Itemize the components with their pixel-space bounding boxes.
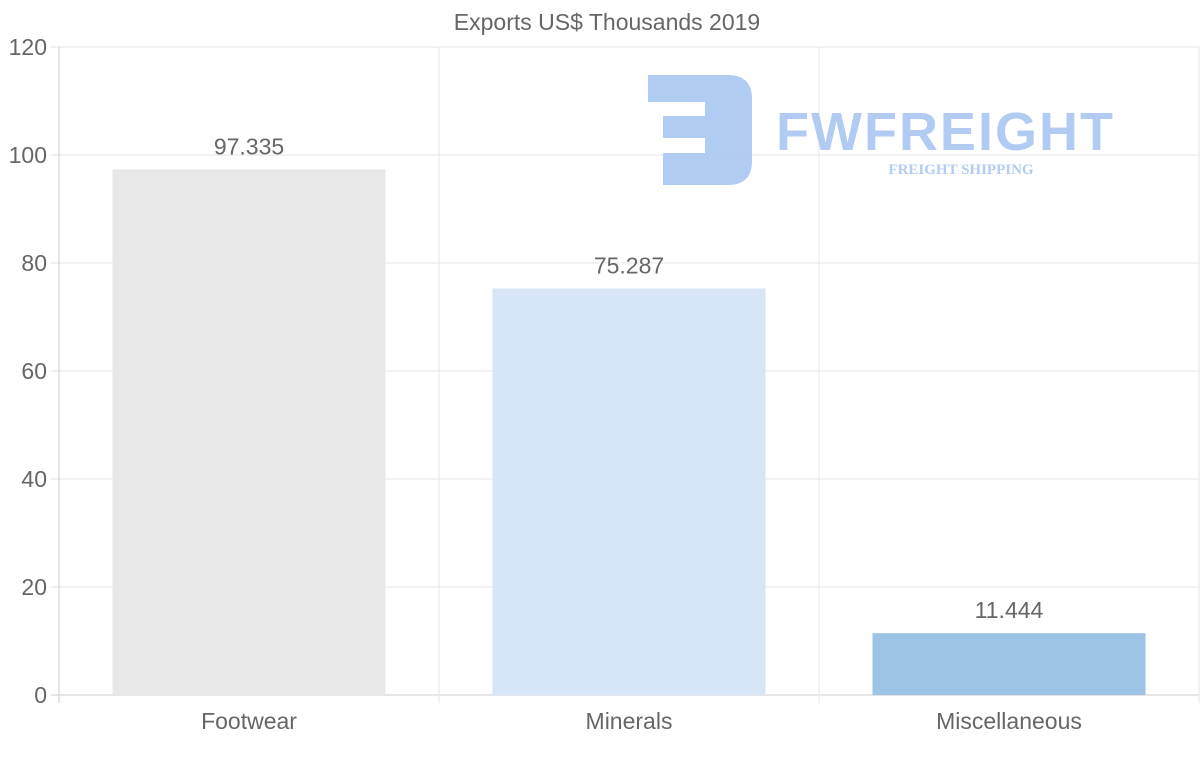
bar-minerals (492, 288, 766, 695)
data-label: 75.287 (594, 252, 664, 278)
data-label: 97.335 (214, 133, 284, 159)
y-tick-label: 0 (34, 682, 47, 708)
labels: 0 20 40 60 80 100 120 97.335 Footwear 75.287 Miner… (9, 34, 1082, 734)
y-tick-label: 80 (21, 250, 47, 276)
x-tick-label: Miscellaneous (936, 708, 1082, 734)
y-tick-label: 100 (9, 142, 47, 168)
chart-title: Exports US$ Thousands 2019 (454, 9, 760, 35)
watermark-tagline: FREIGHT SHIPPING (888, 162, 1033, 178)
y-tick-label: 20 (21, 574, 47, 600)
data-label: 11.444 (975, 597, 1044, 623)
y-tick-label: 120 (9, 34, 47, 60)
bar-footwear (112, 169, 386, 696)
fwfreight-watermark-logo: FWFREIGHT FREIGHT SHIPPING (648, 75, 1115, 185)
bar-miscellaneous (872, 633, 1146, 695)
x-tick-label: Minerals (586, 708, 673, 734)
x-tick-label: Footwear (201, 708, 297, 734)
y-tick-label: 40 (21, 466, 47, 492)
logo-mark-icon (648, 75, 752, 185)
y-tick-label: 60 (21, 358, 47, 384)
watermark-brand: FWFREIGHT (776, 102, 1115, 162)
bars (112, 169, 1146, 696)
